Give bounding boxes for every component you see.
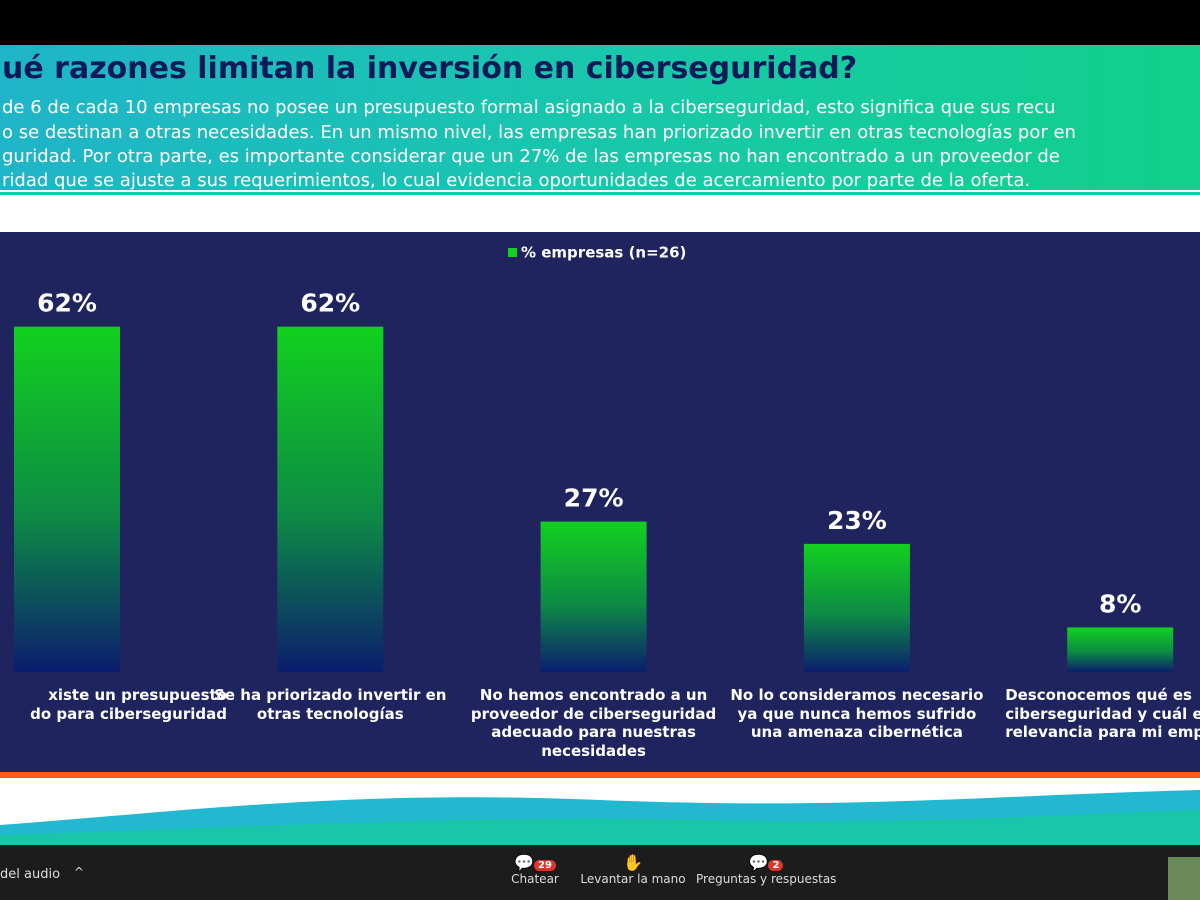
slide-header: ué razones limitan la inversión en ciber… [0,45,1200,191]
divider [0,192,1200,195]
data-label: 23% [827,506,887,535]
legend-swatch [508,248,517,257]
qa-label: Preguntas y respuestas [696,872,837,886]
paragraph-line: de 6 de cada 10 empresas no posee un pre… [2,97,1056,118]
hand-icon: ✋ [623,853,643,872]
audio-caret[interactable]: ^ [74,865,85,879]
chart-panel: % empresas (n=26) 62% 62% 27% 23% 8% xiste u… [0,232,1200,775]
qa-icon: 💬 2 [696,853,836,872]
chat-label: Chatear [511,872,559,886]
audio-button[interactable]: del audio [0,867,61,882]
chat-badge: 29 [534,860,556,871]
wave [0,790,1200,845]
qa-badge: 2 [768,860,784,871]
paragraph-line: ridad que se ajuste a sus requerimientos… [2,170,1031,191]
bar [1067,627,1174,672]
category-label: Se ha priorizado invertir en otras tecno… [214,686,447,723]
paragraph-line: guridad. Por otra parte, es importante c… [2,146,1060,167]
data-label: 8% [1099,589,1141,618]
slide: ué razones limitan la inversión en ciber… [0,45,1200,845]
video-thumbnail [1168,857,1200,900]
bar [14,326,120,672]
accent-line [0,772,1200,778]
data-label: 62% [37,289,97,318]
category-label: No hemos encontrado a un proveedor de ci… [470,686,717,760]
bar [277,326,384,672]
slide-title: ué razones limitan la inversión en ciber… [2,51,858,86]
category-label: No lo consideramos necesario ya que nunc… [730,686,984,741]
raise-hand-label: Levantar la mano [580,872,686,886]
data-label: 62% [300,289,360,318]
bar [540,521,647,672]
qa-button[interactable]: 💬 2 Preguntas y respuestas [696,853,836,886]
meeting-toolbar: del audio ^ 💬 29 Chatear ✋ Levantar la ma… [0,845,1200,900]
chat-button[interactable]: 💬 29 Chatear [505,853,565,886]
category-label: xiste un presupuesto do para ciberseguri… [30,686,227,723]
chat-icon: 💬 29 [505,853,565,872]
bar [803,543,910,672]
data-label: 27% [564,484,624,513]
category-label: Desconocemos qué es ciberseguridad y cuá… [1005,686,1200,741]
raise-hand-button[interactable]: ✋ Levantar la mano [580,853,686,886]
legend-label: % empresas (n=26) [521,244,686,262]
chart: % empresas (n=26) 62% 62% 27% 23% 8% [14,244,1174,672]
paragraph-line: o se destinan a otras necesidades. En un… [2,122,1076,143]
